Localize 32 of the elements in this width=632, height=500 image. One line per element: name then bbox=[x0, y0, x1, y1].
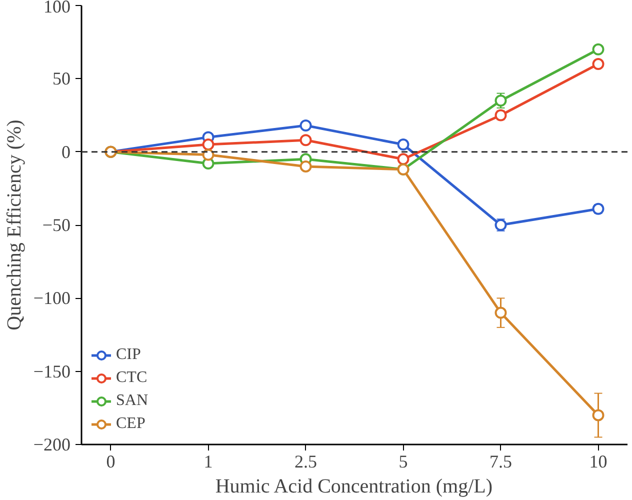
y-tick-label: −150 bbox=[33, 361, 71, 382]
point bbox=[202, 148, 214, 161]
x-tick-label: 7.5 bbox=[490, 452, 512, 472]
point bbox=[300, 160, 312, 172]
y-tick-label: −200 bbox=[33, 434, 71, 454]
point bbox=[592, 409, 604, 422]
x-tick-label: 10 bbox=[589, 452, 608, 472]
y-tick-label: 50 bbox=[52, 68, 70, 89]
point bbox=[397, 153, 410, 166]
x-tick-label: 5 bbox=[398, 452, 408, 472]
y-tick-label: 100 bbox=[44, 0, 70, 16]
legend-label: CTC bbox=[116, 369, 148, 387]
point bbox=[202, 138, 214, 151]
point bbox=[592, 43, 604, 56]
legend-label: CIP bbox=[116, 346, 141, 364]
x-tick-label: 1 bbox=[204, 452, 213, 472]
point bbox=[397, 138, 410, 151]
point bbox=[300, 134, 312, 146]
point bbox=[300, 120, 312, 132]
y-tick-label: −100 bbox=[33, 288, 71, 308]
point bbox=[494, 306, 507, 319]
x-axis-title: Humic Acid Concentration (mg/L) bbox=[215, 476, 493, 498]
x-tick-label: 0 bbox=[106, 452, 116, 472]
legend-label: SAN bbox=[116, 392, 148, 410]
point bbox=[494, 94, 507, 107]
x-tick-label: 2.5 bbox=[294, 452, 317, 472]
y-axis-title: Quenching Efficiency (%) bbox=[3, 120, 26, 330]
y-tick-label: 0 bbox=[62, 142, 70, 162]
y-tick-label: −50 bbox=[42, 215, 71, 235]
legend-label: CEP bbox=[116, 415, 146, 433]
point bbox=[592, 202, 604, 215]
point bbox=[592, 58, 604, 70]
